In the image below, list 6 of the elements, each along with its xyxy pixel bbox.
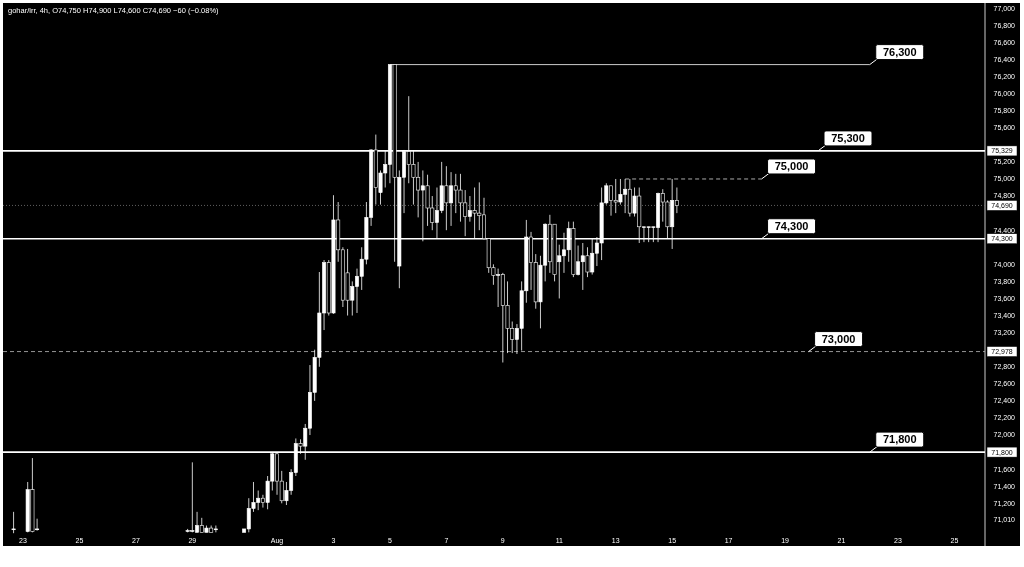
annotation: 76,300	[882, 45, 917, 58]
annotation: 71,800	[882, 433, 917, 446]
annotation: 75,000	[774, 160, 809, 173]
annotation: 74,300	[774, 220, 809, 233]
annotation: 75,300	[831, 132, 865, 145]
annotation: 73,000	[821, 332, 856, 345]
